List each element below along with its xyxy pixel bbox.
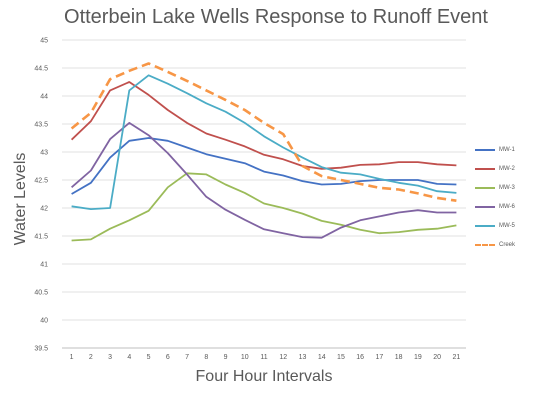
x-tick-label: 21 (452, 354, 460, 361)
legend-item-mw-6: MW-6 (475, 197, 552, 216)
legend-swatch (475, 148, 495, 151)
series-line-mw-1 (71, 137, 457, 195)
x-tick-label: 17 (376, 354, 384, 361)
y-tick-label: 44.5 (34, 66, 48, 73)
x-tick-label: 16 (356, 354, 364, 361)
series-line-mw-6 (71, 122, 457, 239)
x-tick-label: 10 (241, 354, 249, 361)
x-tick-label: 14 (318, 354, 326, 361)
legend-swatch (475, 186, 495, 189)
legend-swatch (475, 205, 495, 208)
y-tick-label: 40 (40, 318, 48, 325)
legend-item-mw-5: MW-5 (475, 216, 552, 235)
x-tick-label: 11 (260, 354, 267, 361)
x-tick-label: 19 (414, 354, 422, 361)
legend-swatch (475, 167, 495, 170)
x-axis-label: Four Hour Intervals (195, 368, 333, 385)
x-tick-label: 9 (224, 354, 228, 361)
legend-label: Creek (499, 241, 516, 248)
chart-title: Otterbein Lake Wells Response to Runoff … (64, 6, 488, 28)
y-tick-label: 44 (40, 94, 48, 101)
y-tick-label: 39.5 (34, 346, 48, 353)
x-tick-label: 7 (185, 354, 189, 361)
legend-label: MW-1 (499, 146, 515, 153)
x-tick-label: 6 (166, 354, 170, 361)
series-line-mw-5 (71, 74, 457, 211)
legend-label: MW-3 (499, 184, 515, 191)
y-axis-label: Water Levels (12, 152, 29, 246)
legend: MW-1 MW-2 MW-3 MW-6 MW-5 Creek (475, 140, 552, 254)
x-tick-label: 2 (89, 354, 93, 361)
legend-swatch (475, 224, 495, 227)
series-line-creek (70, 62, 457, 202)
y-tick-label: 43.5 (34, 122, 48, 129)
legend-item-mw-1: MW-1 (475, 140, 552, 159)
legend-item-creek: Creek (475, 235, 552, 254)
y-tick-label: 41.5 (34, 234, 48, 241)
y-tick-label: 42.5 (34, 178, 48, 185)
legend-label: MW-2 (499, 165, 515, 172)
series-line-mw-3 (71, 172, 457, 242)
x-tick-label: 1 (70, 354, 74, 361)
y-tick-label: 41 (40, 262, 48, 269)
x-tick-label: 20 (433, 354, 441, 361)
legend-label: MW-6 (499, 203, 515, 210)
legend-item-mw-2: MW-2 (475, 159, 552, 178)
legend-swatch (475, 243, 495, 246)
legend-item-mw-3: MW-3 (475, 178, 552, 197)
x-tick-label: 12 (279, 354, 287, 361)
legend-label: MW-5 (499, 222, 515, 229)
y-tick-label: 43 (40, 150, 48, 157)
x-tick-label: 15 (337, 354, 345, 361)
x-tick-label: 4 (127, 354, 131, 361)
x-tick-label: 8 (204, 354, 208, 361)
x-tick-label: 13 (299, 354, 307, 361)
y-tick-label: 40.5 (34, 290, 48, 297)
x-tick-label: 3 (108, 354, 112, 361)
x-tick-label: 18 (395, 354, 403, 361)
y-tick-label: 42 (40, 206, 48, 213)
x-tick-label: 5 (147, 354, 151, 361)
y-tick-label: 45 (40, 38, 48, 45)
